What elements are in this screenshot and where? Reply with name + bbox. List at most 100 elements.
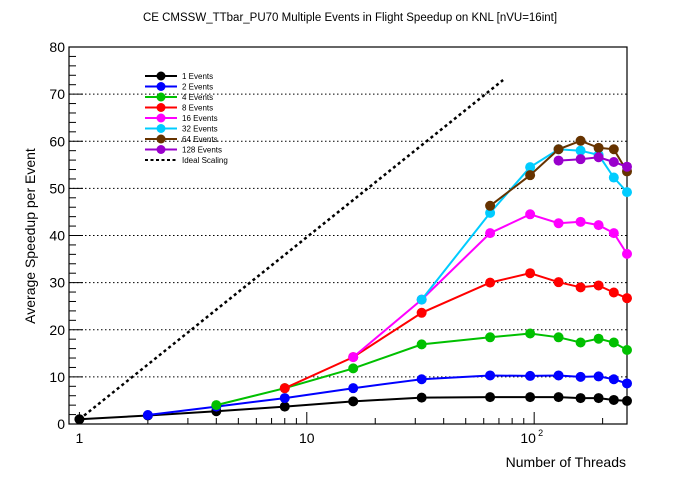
series-line (78, 79, 504, 421)
data-point (485, 370, 496, 381)
data-point (622, 161, 632, 172)
data-point (593, 142, 604, 153)
y-tick-label: 50 (49, 180, 65, 196)
plot-frame (68, 46, 628, 425)
data-point (622, 293, 632, 304)
legend-label: 2 Events (182, 83, 213, 92)
data-point (593, 333, 604, 344)
data-point (416, 374, 427, 385)
x-tick-label: 10 (520, 430, 536, 446)
legend-label: 16 Events (182, 114, 218, 123)
chart-title: CE CMSSW_TTbar_PU70 Multiple Events in F… (143, 12, 557, 24)
series-128-events (553, 152, 632, 172)
data-point (279, 383, 290, 394)
legend-label: 64 Events (182, 135, 218, 144)
data-point (575, 154, 586, 165)
data-point (575, 282, 586, 293)
y-tick-label: 10 (49, 369, 65, 385)
data-point (485, 277, 496, 288)
data-point (608, 374, 619, 385)
data-point (622, 187, 632, 198)
data-point (608, 394, 619, 405)
legend-label: 8 Events (182, 104, 213, 113)
legend-entry: 8 Events (145, 103, 213, 113)
series-ideal-scaling (78, 79, 504, 421)
data-point (416, 339, 427, 350)
y-tick-label: 40 (49, 228, 65, 244)
legend-label: 4 Events (182, 93, 213, 102)
data-point (553, 332, 564, 343)
data-point (485, 228, 496, 239)
data-point (622, 248, 632, 259)
series-4-events (211, 328, 632, 411)
data-point (348, 363, 359, 374)
data-point (608, 144, 619, 155)
legend-entry: 2 Events (145, 82, 213, 92)
legend-marker (156, 92, 166, 102)
data-point (485, 200, 496, 211)
y-tick-label: 70 (49, 86, 65, 102)
data-point (279, 401, 290, 412)
legend-marker (156, 113, 166, 123)
data-point (608, 287, 619, 298)
data-point (608, 337, 619, 348)
series-64-events (485, 135, 632, 211)
data-point (553, 218, 564, 229)
y-axis-label: Average Speedup per Event (22, 148, 38, 324)
y-tick-label: 80 (49, 39, 65, 55)
x-axis-label: Number of Threads (506, 454, 626, 470)
data-point (593, 393, 604, 404)
data-point (575, 393, 586, 404)
data-point (525, 170, 536, 181)
data-point (525, 392, 536, 403)
legend-marker (156, 71, 166, 81)
data-point (348, 396, 359, 407)
data-point (575, 135, 586, 146)
data-point (416, 294, 427, 305)
series-1-events (74, 392, 632, 425)
data-point (525, 370, 536, 381)
data-point (608, 228, 619, 239)
y-tick-label: 20 (49, 322, 65, 338)
y-tick-label: 0 (57, 416, 65, 432)
legend-entry: 128 Events (145, 145, 222, 155)
data-point (593, 220, 604, 231)
data-point (525, 268, 536, 279)
data-point (608, 172, 619, 183)
legend-marker (156, 82, 166, 91)
legend-entry: 32 Events (145, 124, 218, 134)
data-point (553, 155, 564, 166)
data-point (575, 145, 586, 156)
data-point (416, 392, 427, 403)
data-point (622, 378, 632, 389)
y-tick-label: 60 (49, 133, 65, 149)
data-point (525, 209, 536, 220)
plot-series (74, 79, 632, 425)
data-point (593, 280, 604, 291)
legend-entry: 64 Events (145, 134, 218, 144)
legend-marker (156, 103, 166, 112)
legend-label: 32 Events (182, 125, 218, 134)
x-tick-label: 10 (299, 430, 315, 446)
data-point (575, 216, 586, 227)
legend-entry: Ideal Scaling (145, 156, 228, 165)
data-point (525, 328, 536, 339)
legend-label: Ideal Scaling (182, 156, 228, 165)
data-point (593, 371, 604, 382)
data-point (575, 337, 586, 348)
y-tick-label: 30 (49, 275, 65, 291)
x-tick-label: 1 (76, 430, 84, 446)
data-point (485, 207, 496, 218)
data-point (553, 392, 564, 403)
data-point (279, 393, 290, 404)
data-point (348, 383, 359, 394)
legend-entry: 1 Events (145, 71, 213, 81)
legend-label: 128 Events (182, 146, 222, 155)
legend-entry: 16 Events (145, 113, 218, 123)
data-point (622, 395, 632, 406)
legend-label: 1 Events (182, 72, 213, 81)
data-point (575, 371, 586, 382)
legend-entry: 4 Events (145, 92, 213, 102)
data-point (525, 162, 536, 173)
